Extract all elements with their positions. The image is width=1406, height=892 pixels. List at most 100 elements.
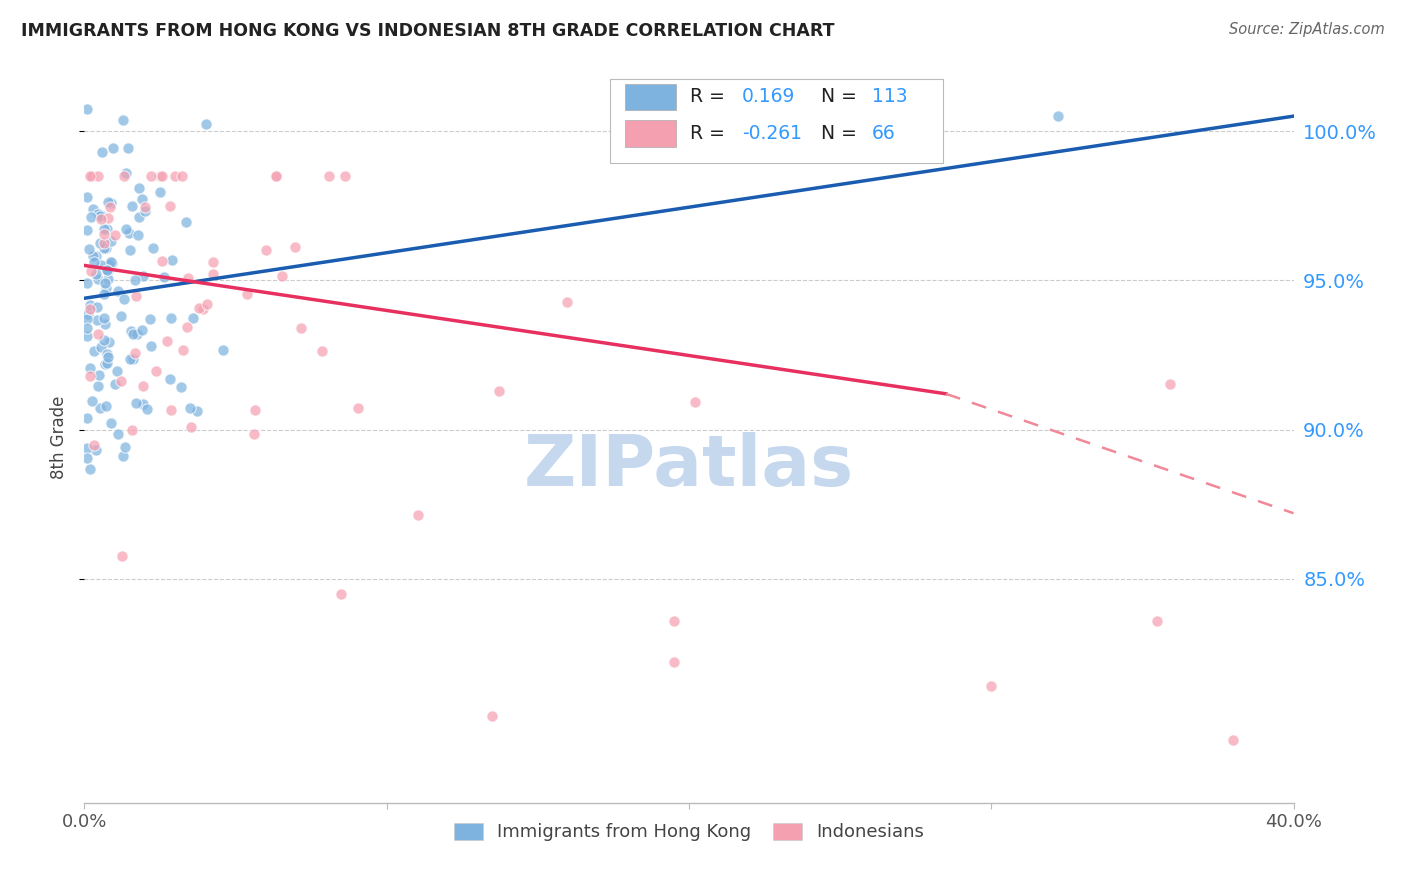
Point (76, 329, 98, 343)
Point (96, 347, 118, 361)
Point (141, 339, 163, 353)
Point (80, 210, 103, 224)
Point (79, 242, 101, 256)
Point (176, 319, 198, 334)
Point (87, 327, 110, 342)
Point (131, 322, 153, 336)
Point (87, 207, 110, 221)
Point (172, 343, 194, 357)
Point (100, 234, 122, 248)
Point (110, 374, 132, 388)
Point (112, 169, 135, 183)
Text: R =: R = (690, 124, 731, 143)
Point (132, 379, 155, 393)
Point (80, 394, 103, 409)
Point (76, 223, 98, 237)
Point (194, 118, 217, 132)
Text: N =: N = (821, 124, 863, 143)
Point (96, 262, 118, 277)
Point (100, 416, 122, 430)
Point (264, 169, 287, 183)
Point (149, 185, 172, 199)
Point (93, 276, 115, 290)
Point (177, 271, 200, 285)
Point (181, 310, 204, 325)
Point (89, 401, 111, 415)
Point (104, 376, 127, 391)
Point (107, 427, 129, 442)
Point (191, 302, 214, 317)
Point (86, 313, 108, 327)
Point (90, 211, 112, 226)
Point (112, 449, 135, 463)
Point (159, 199, 181, 213)
Point (76, 307, 98, 321)
Text: R =: R = (690, 87, 731, 106)
Point (120, 351, 142, 366)
Point (87, 169, 110, 183)
Point (90, 340, 112, 354)
Point (84, 442, 107, 457)
Point (122, 326, 145, 341)
Point (76, 276, 98, 290)
Point (76, 450, 98, 465)
Point (124, 345, 146, 359)
Point (121, 199, 143, 213)
Point (127, 326, 149, 341)
Point (96, 222, 118, 236)
Point (96, 194, 118, 209)
Point (125, 396, 148, 410)
Point (195, 297, 218, 311)
Point (79, 169, 101, 183)
Text: N =: N = (821, 87, 863, 106)
Point (103, 141, 125, 155)
Point (93, 311, 115, 326)
Point (127, 227, 149, 242)
Point (79, 298, 101, 312)
Point (170, 380, 193, 394)
Point (1146, 614, 1168, 628)
Point (107, 285, 129, 299)
Point (132, 397, 155, 411)
Point (1046, 109, 1069, 123)
Point (76, 312, 98, 326)
Point (97, 264, 120, 278)
Point (89, 209, 111, 223)
Point (330, 587, 353, 601)
Point (76, 102, 98, 116)
Point (97, 211, 120, 226)
Text: ZIPatlas: ZIPatlas (524, 432, 853, 500)
Point (132, 269, 155, 284)
Point (488, 384, 510, 398)
Point (76, 441, 98, 455)
Point (97, 351, 120, 365)
Point (156, 334, 179, 348)
Point (122, 352, 145, 367)
Point (76, 411, 98, 425)
Point (104, 227, 127, 242)
Point (201, 267, 224, 281)
Point (114, 292, 136, 306)
Point (101, 256, 124, 270)
Point (149, 169, 172, 183)
Point (170, 169, 193, 183)
Text: 66: 66 (872, 124, 896, 143)
Point (79, 301, 101, 316)
Point (83, 255, 105, 269)
Legend: Immigrants from Hong Kong, Indonesians: Immigrants from Hong Kong, Indonesians (447, 815, 931, 848)
Point (139, 169, 162, 183)
Point (980, 679, 1002, 693)
Point (93, 333, 115, 347)
Point (256, 244, 278, 258)
Point (90, 258, 112, 272)
Point (131, 192, 153, 206)
Point (150, 169, 173, 183)
Point (82, 202, 104, 216)
Point (83, 344, 105, 359)
Point (93, 236, 115, 251)
Point (284, 240, 307, 254)
Point (174, 215, 197, 229)
Point (1222, 733, 1244, 747)
Point (87, 378, 110, 392)
Point (90, 145, 112, 159)
